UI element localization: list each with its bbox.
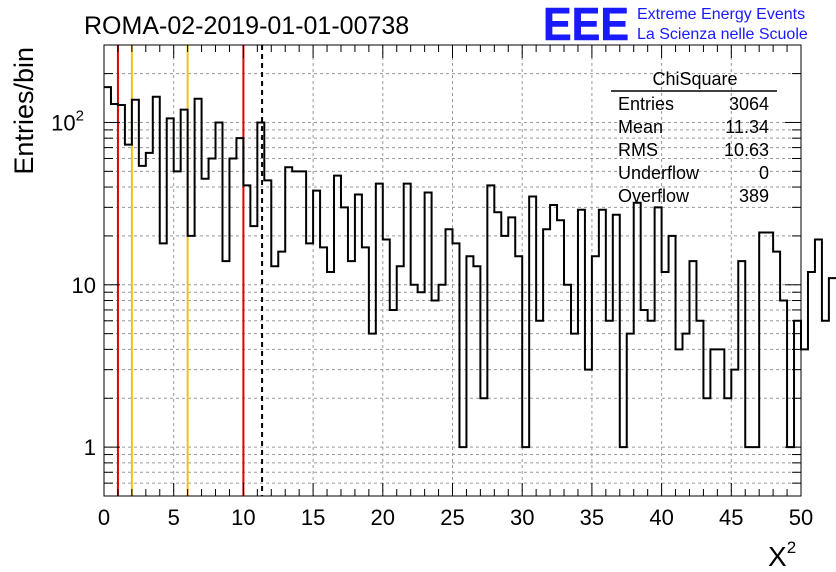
x-tick-label: 40 [649,505,673,530]
stats-value: 0 [759,163,769,183]
eee-logo-line2: La Scienza nelle Scuole [637,26,808,43]
x-axis-label-superscript: 2 [787,538,796,557]
x-tick-label: 45 [719,505,743,530]
x-tick-label: 5 [168,505,180,530]
x-tick-label: 25 [440,505,464,530]
stats-label: RMS [618,140,658,160]
y-tick-label-exponent: 2 [76,107,84,124]
y-tick-label: 102 [51,107,84,135]
x-tick-label: 15 [301,505,325,530]
histogram-outline [104,86,836,449]
axis-ticks [103,45,802,496]
x-tick-label: 10 [231,505,255,530]
eee-logo-line1: Extreme Energy Events [637,6,805,23]
x-tick-label: 30 [510,505,534,530]
stats-value: 3064 [729,94,769,114]
chart-title: ROMA-02-2019-01-01-00738 [84,12,409,40]
x-tick-label: 35 [580,505,604,530]
stats-title: ChiSquare [652,69,737,89]
eee-logo-mark: EEE [543,0,629,50]
eee-logo: EEE Extreme Energy Events La Scienza nel… [543,0,808,50]
grid [104,45,801,496]
y-tick-label: 10 [72,273,96,298]
stats-value: 389 [739,186,769,206]
stats-value: 10.63 [724,140,769,160]
stats-label: Entries [618,94,674,114]
x-tick-label: 50 [789,505,813,530]
stats-box: ChiSquare Entries 3064 Mean 11.34 RMS 10.63 Un… [611,69,777,206]
stats-label: Underflow [618,163,700,183]
y-axis-label: Entries/bin [9,47,39,175]
stats-label: Mean [618,117,663,137]
stats-label: Overflow [618,186,690,206]
x-tick-label: 0 [98,505,110,530]
y-tick-label: 1 [84,435,96,460]
x-axis-label: X2 [768,538,796,572]
x-tick-label: 20 [371,505,395,530]
stats-value: 11.34 [725,117,769,137]
